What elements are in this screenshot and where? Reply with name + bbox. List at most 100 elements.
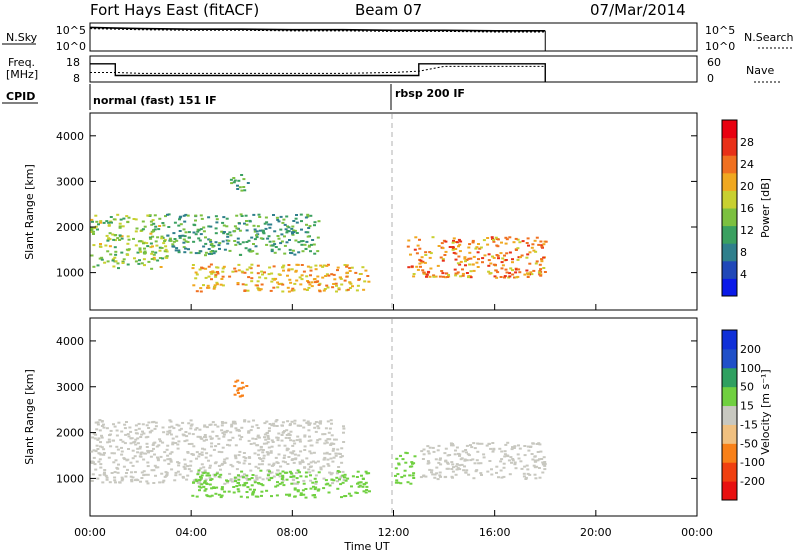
velocity-data-cell — [200, 453, 204, 456]
power-data-cell — [337, 287, 341, 290]
power-data-cell — [194, 233, 198, 236]
power-data-cell — [243, 189, 247, 192]
velocity-data-cell — [351, 475, 355, 478]
power-data-cell — [410, 265, 414, 268]
velocity-data-cell — [147, 427, 151, 429]
velocity-data-cell — [206, 472, 210, 475]
power-data-cell — [434, 275, 438, 278]
power-data-cell — [523, 273, 527, 276]
power-data-cell — [500, 267, 504, 270]
velocity-data-cell — [251, 437, 255, 440]
power-data-cell — [134, 260, 138, 263]
velocity-data-cell — [138, 447, 142, 450]
power-data-cell — [202, 245, 206, 248]
power-data-cell — [154, 251, 158, 254]
velocity-data-cell — [223, 482, 227, 485]
velocity-data-cell — [130, 478, 134, 481]
power-data-cell — [225, 217, 229, 220]
velocity-data-cell — [241, 476, 245, 479]
power-data-cell — [416, 244, 420, 247]
velocity-data-cell — [421, 458, 425, 460]
power-data-cell — [316, 236, 320, 239]
velocity-data-cell — [195, 451, 199, 454]
velocity-data-cell — [261, 451, 265, 454]
power-data-cell — [313, 221, 317, 224]
power-data-cell — [232, 181, 236, 184]
power-data-cell — [156, 236, 160, 239]
velocity-data-cell — [187, 432, 191, 435]
power-colorbar-tick: 24 — [740, 158, 754, 171]
velocity-data-cell — [296, 489, 300, 492]
velocity-data-cell — [313, 488, 317, 491]
power-data-cell — [256, 272, 260, 275]
velocity-data-cell — [120, 479, 124, 482]
power-data-cell — [207, 275, 211, 278]
power-data-cell — [143, 264, 146, 267]
velocity-data-cell — [177, 424, 181, 427]
velocity-data-cell — [229, 431, 233, 434]
power-data-cell — [291, 225, 295, 228]
velocity-data-cell — [219, 496, 223, 499]
power-data-cell — [461, 272, 465, 275]
power-data-cell — [270, 250, 274, 253]
velocity-data-cell — [252, 442, 256, 445]
velocity-data-cell — [97, 437, 101, 440]
velocity-data-cell — [231, 436, 235, 439]
power-data-cell — [475, 246, 479, 249]
velocity-data-cell — [531, 458, 535, 461]
velocity-data-cell — [464, 449, 468, 451]
velocity-data-cell — [253, 452, 257, 455]
power-data-cell — [280, 233, 284, 236]
power-data-cell — [137, 262, 141, 265]
velocity-data-cell — [523, 454, 527, 457]
velocity-data-cell — [542, 456, 546, 459]
velocity-data-cell — [189, 470, 193, 473]
velocity-data-cell — [322, 465, 326, 468]
velocity-data-cell — [394, 481, 398, 484]
power-data-cell — [132, 218, 136, 220]
power-data-cell — [246, 289, 250, 292]
velocity-data-cell — [328, 427, 332, 430]
velocity-data-cell — [115, 429, 119, 432]
power-data-cell — [149, 232, 153, 235]
velocity-data-cell — [362, 483, 366, 486]
velocity-data-cell — [330, 478, 334, 481]
velocity-colorbar-segment — [722, 386, 737, 407]
velocity-data-cell — [473, 462, 477, 465]
velocity-data-cell — [178, 473, 182, 476]
power-data-cell — [164, 256, 168, 259]
power-data-cell — [276, 235, 280, 237]
power-data-cell — [105, 220, 109, 223]
velocity-data-cell — [313, 477, 317, 480]
power-data-cell — [454, 272, 458, 275]
velocity-data-cell — [163, 475, 167, 478]
power-data-cell — [420, 261, 424, 264]
velocity-data-cell — [535, 443, 539, 445]
velocity-data-cell — [172, 427, 176, 430]
power-data-cell — [298, 276, 302, 279]
power-data-cell — [139, 250, 143, 253]
power-data-cell — [90, 254, 94, 257]
velocity-data-cell — [313, 496, 317, 499]
power-data-cell — [474, 247, 478, 250]
velocity-data-cell — [298, 438, 302, 441]
velocity-data-cell — [308, 422, 312, 425]
power-data-cell — [120, 251, 124, 254]
velocity-data-cell — [278, 472, 282, 475]
power-data-cell — [255, 234, 258, 237]
cpid-mode-rbsp: rbsp 200 IF — [395, 87, 465, 100]
velocity-data-cell — [245, 385, 249, 387]
power-data-cell — [409, 253, 412, 256]
power-data-cell — [92, 233, 95, 235]
power-data-cell — [151, 250, 155, 253]
velocity-y-tick-label: 4000 — [56, 335, 84, 348]
velocity-data-cell — [344, 495, 348, 497]
power-data-cell — [312, 278, 316, 281]
power-data-cell — [179, 223, 183, 226]
power-data-cell — [516, 238, 520, 241]
velocity-data-cell — [270, 471, 274, 474]
power-data-cell — [467, 246, 471, 249]
power-data-cell — [212, 252, 216, 255]
velocity-data-cell — [426, 445, 430, 448]
